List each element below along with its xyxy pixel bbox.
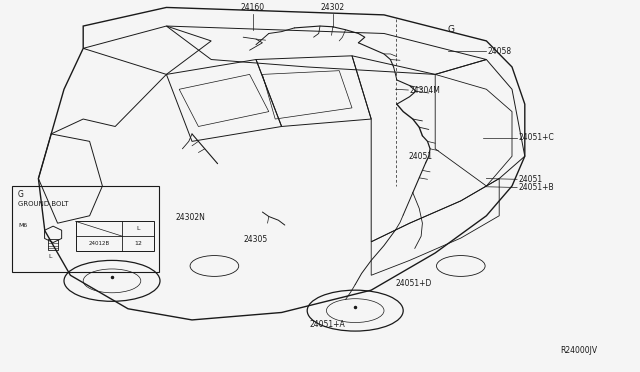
Text: 24160: 24160 bbox=[241, 3, 265, 12]
Text: 24051+D: 24051+D bbox=[396, 279, 432, 288]
Text: L: L bbox=[136, 226, 140, 231]
Text: 24302N: 24302N bbox=[176, 213, 205, 222]
Text: G: G bbox=[448, 25, 455, 34]
Text: 24058: 24058 bbox=[488, 47, 512, 56]
Text: L: L bbox=[48, 254, 52, 259]
Text: 24302: 24302 bbox=[321, 3, 345, 12]
Bar bbox=[12, 186, 159, 272]
Text: R24000JV: R24000JV bbox=[560, 346, 597, 355]
Text: G: G bbox=[18, 190, 24, 199]
Text: 24051+A: 24051+A bbox=[310, 320, 346, 329]
Text: 24304M: 24304M bbox=[410, 86, 440, 95]
Text: 24012B: 24012B bbox=[88, 241, 109, 246]
Text: 24051+B: 24051+B bbox=[518, 183, 554, 192]
Text: M6: M6 bbox=[18, 222, 27, 228]
Text: 24051: 24051 bbox=[408, 153, 433, 161]
Text: 24051+C: 24051+C bbox=[518, 133, 554, 142]
Text: 24305: 24305 bbox=[244, 235, 268, 244]
Text: 24051: 24051 bbox=[518, 175, 543, 184]
Bar bbox=[76, 221, 154, 251]
Bar bbox=[48, 239, 58, 250]
Text: GROUND BOLT: GROUND BOLT bbox=[18, 201, 68, 207]
Text: 12: 12 bbox=[134, 241, 142, 246]
